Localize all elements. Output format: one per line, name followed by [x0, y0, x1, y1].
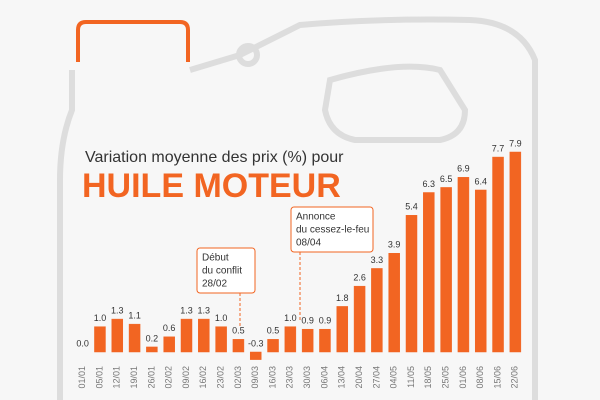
- x-tick-label: 01/06: [458, 366, 468, 389]
- x-tick-label: 30/03: [302, 366, 312, 389]
- value-label: 3.3: [371, 255, 384, 265]
- bar: [319, 328, 331, 353]
- bar: [128, 323, 141, 353]
- value-label: 0.9: [319, 316, 332, 326]
- value-label: 0.6: [163, 323, 176, 333]
- value-label: 7.7: [492, 143, 505, 153]
- value-label: 6.4: [474, 176, 487, 186]
- value-label: 1.0: [94, 313, 107, 323]
- x-tick-label: 11/05: [406, 366, 416, 388]
- bar: [146, 346, 158, 353]
- bar: [180, 318, 193, 353]
- bar: [198, 318, 210, 353]
- can-handle: [321, 63, 469, 143]
- value-label: 0.5: [232, 326, 245, 336]
- x-tick-label: 06/04: [319, 366, 329, 389]
- x-tick-label: 16/03: [267, 366, 277, 389]
- value-label: 1.3: [111, 305, 124, 315]
- annotation-box: [290, 206, 374, 253]
- bar: [94, 326, 106, 353]
- bar: [405, 215, 418, 353]
- jerrycan-outline: [57, 16, 538, 400]
- bar: [232, 339, 245, 353]
- value-label: 1.8: [336, 293, 349, 303]
- annotation-text: 08/04: [296, 238, 321, 249]
- x-tick-label: 26/01: [146, 366, 156, 389]
- annotation-text: du cessez-le-feu: [296, 225, 369, 236]
- x-tick-label: 23/02: [215, 366, 225, 389]
- bar: [111, 318, 124, 353]
- bar: [509, 151, 522, 353]
- bar: [336, 306, 349, 353]
- x-tick-label: 22/06: [510, 366, 520, 389]
- bar: [492, 156, 504, 353]
- x-tick-label: 18/05: [423, 366, 433, 389]
- value-label: 1.0: [284, 313, 297, 323]
- x-tick-label: 23/03: [285, 366, 295, 389]
- value-label: 3.9: [388, 240, 401, 250]
- annotation-box: [196, 247, 256, 294]
- value-label: 1.0: [215, 313, 228, 323]
- value-label: 1.1: [128, 311, 141, 321]
- bar: [163, 336, 175, 353]
- annotation-text: Début: [202, 253, 229, 264]
- value-label: 0.0: [76, 338, 89, 348]
- value-label: 0.5: [267, 326, 280, 336]
- bar: [284, 326, 297, 353]
- x-tick-label: 13/04: [337, 366, 347, 389]
- bar: [388, 253, 400, 353]
- value-label: 7.9: [509, 138, 522, 148]
- annotation-text: du conflit: [202, 266, 242, 277]
- can-right: [189, 16, 538, 400]
- can-cap: [76, 20, 190, 62]
- x-tick-label: 09/02: [181, 366, 191, 389]
- x-tick-label: 05/01: [94, 366, 104, 389]
- x-tick-label: 02/02: [164, 366, 174, 389]
- x-tick-label: 01/01: [77, 366, 87, 389]
- x-tick-label: 09/03: [250, 366, 260, 389]
- bar: [440, 187, 452, 353]
- bar: [353, 285, 366, 353]
- can-left: [57, 70, 75, 400]
- annotation-text: Annonce: [296, 212, 336, 223]
- annotation-text: 28/02: [202, 279, 227, 290]
- x-tick-label: 08/06: [475, 366, 485, 389]
- value-label: 6.9: [457, 164, 470, 174]
- bar: [301, 328, 314, 353]
- x-tick-label: 12/01: [112, 366, 122, 389]
- value-label: 6.3: [423, 179, 436, 189]
- chart-subtitle: HUILE MOTEUR: [82, 167, 341, 205]
- x-tick-label: 02/03: [233, 366, 243, 389]
- bar: [457, 177, 470, 353]
- value-label: 2.6: [353, 273, 366, 283]
- chart-title: Variation moyenne des prix (%) pour: [85, 149, 344, 166]
- value-label: 1.3: [180, 305, 193, 315]
- value-label: 6.5: [440, 174, 453, 184]
- value-label: -0.3: [248, 338, 264, 348]
- can-vent: [236, 43, 260, 67]
- bar: [267, 339, 279, 353]
- value-label: 0.9: [301, 316, 314, 326]
- x-tick-label: 27/04: [371, 366, 381, 389]
- bar: [474, 189, 487, 353]
- bar: [215, 326, 227, 353]
- bar: [371, 268, 383, 353]
- value-label: 1.3: [198, 305, 211, 315]
- x-tick-label: 20/04: [354, 366, 364, 389]
- x-tick-label: 25/05: [440, 366, 450, 389]
- x-tick-label: 16/02: [198, 366, 208, 389]
- value-label: 5.4: [405, 202, 418, 212]
- x-tick-label: 15/06: [492, 366, 502, 389]
- bar: [423, 192, 435, 353]
- x-tick-label: 04/05: [389, 366, 399, 389]
- bar: [249, 351, 262, 360]
- x-tick-label: 19/01: [129, 366, 139, 389]
- value-label: 0.2: [146, 333, 159, 343]
